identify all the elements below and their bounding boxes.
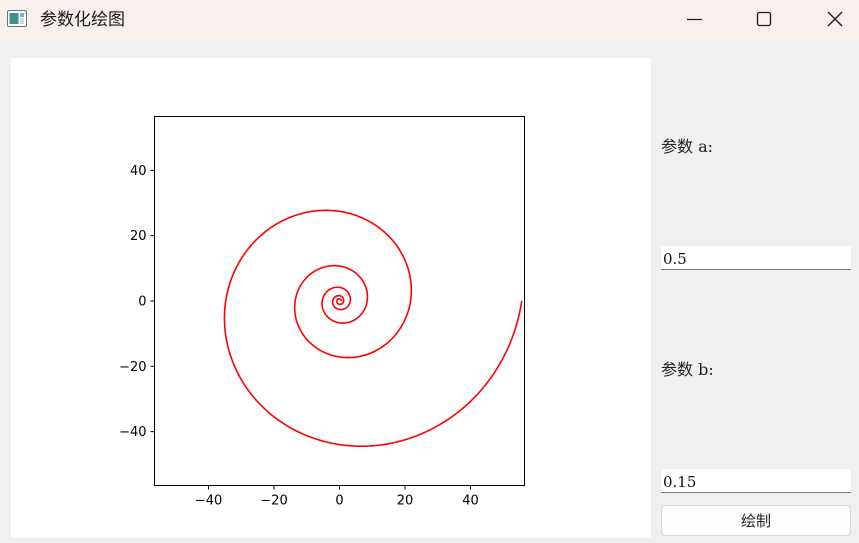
x-tick-label: 20 — [397, 494, 414, 509]
close-button[interactable] — [811, 0, 857, 40]
y-tick-label: 40 — [130, 164, 147, 179]
spiral-series-line — [223, 209, 523, 448]
minimize-button[interactable] — [671, 0, 717, 40]
param-a-input[interactable] — [661, 246, 851, 270]
param-b-label: 参数 b: — [661, 360, 714, 379]
plot-frame — [154, 116, 525, 486]
param-b-input[interactable] — [661, 469, 851, 493]
param-a-label: 参数 a: — [661, 137, 714, 156]
x-tick-label: −20 — [260, 494, 287, 509]
window-title: 参数化绘图 — [40, 10, 125, 30]
draw-button[interactable]: 绘制 — [661, 505, 851, 536]
x-tick-label: 40 — [462, 494, 479, 509]
x-tick-label: −40 — [195, 494, 222, 509]
y-tick-label: −40 — [119, 425, 146, 440]
maximize-icon — [756, 11, 772, 27]
title-bar[interactable]: 参数化绘图 — [0, 0, 859, 40]
y-tick-label: 20 — [130, 229, 147, 244]
y-tick-label: 0 — [138, 295, 146, 310]
y-tick-label: −20 — [119, 360, 146, 375]
spiral-chart: −40 −20 0 20 40 −40 −20 0 20 40 — [119, 116, 525, 509]
minimize-icon — [687, 18, 702, 21]
close-icon — [827, 11, 843, 27]
maximize-button[interactable] — [740, 0, 786, 40]
plot-canvas: −40 −20 0 20 40 −40 −20 0 20 40 — [11, 58, 651, 538]
x-tick-label: 0 — [335, 494, 343, 509]
app-icon — [7, 10, 27, 27]
